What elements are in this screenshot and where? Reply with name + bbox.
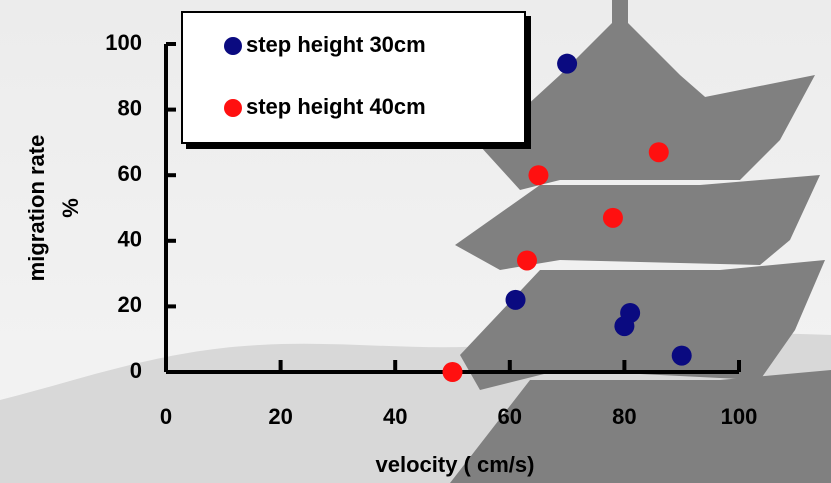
x-axis-label: velocity ( cm/s)	[376, 452, 535, 477]
point	[506, 290, 526, 310]
x-tick-label: 100	[721, 404, 758, 429]
legend-label: step height 30cm	[246, 32, 426, 57]
y-axis-label: migration rate	[24, 135, 49, 282]
x-tick-label: 0	[160, 404, 172, 429]
x-tick-label: 60	[498, 404, 522, 429]
legend-marker	[224, 99, 242, 117]
chart: migration rate % velocity ( cm/s) 0 20 40 6…	[0, 0, 831, 483]
y-axis-label: %	[58, 198, 83, 218]
y-tick-label: 60	[118, 161, 142, 186]
point	[528, 165, 548, 185]
y-tick-label: 40	[118, 227, 142, 252]
point	[603, 208, 623, 228]
point	[614, 316, 634, 336]
point	[443, 362, 463, 382]
point	[557, 54, 577, 74]
legend-marker	[224, 37, 242, 55]
y-tick-label: 80	[118, 95, 142, 120]
y-tick-label: 0	[130, 358, 142, 383]
point	[649, 142, 669, 162]
x-tick-label: 80	[612, 404, 636, 429]
x-tick-label: 20	[268, 404, 292, 429]
legend-label: step height 40cm	[246, 94, 426, 119]
point	[517, 250, 537, 270]
point	[672, 346, 692, 366]
y-tick-label: 20	[118, 292, 142, 317]
y-tick-label: 100	[105, 30, 142, 55]
x-tick-label: 40	[383, 404, 407, 429]
